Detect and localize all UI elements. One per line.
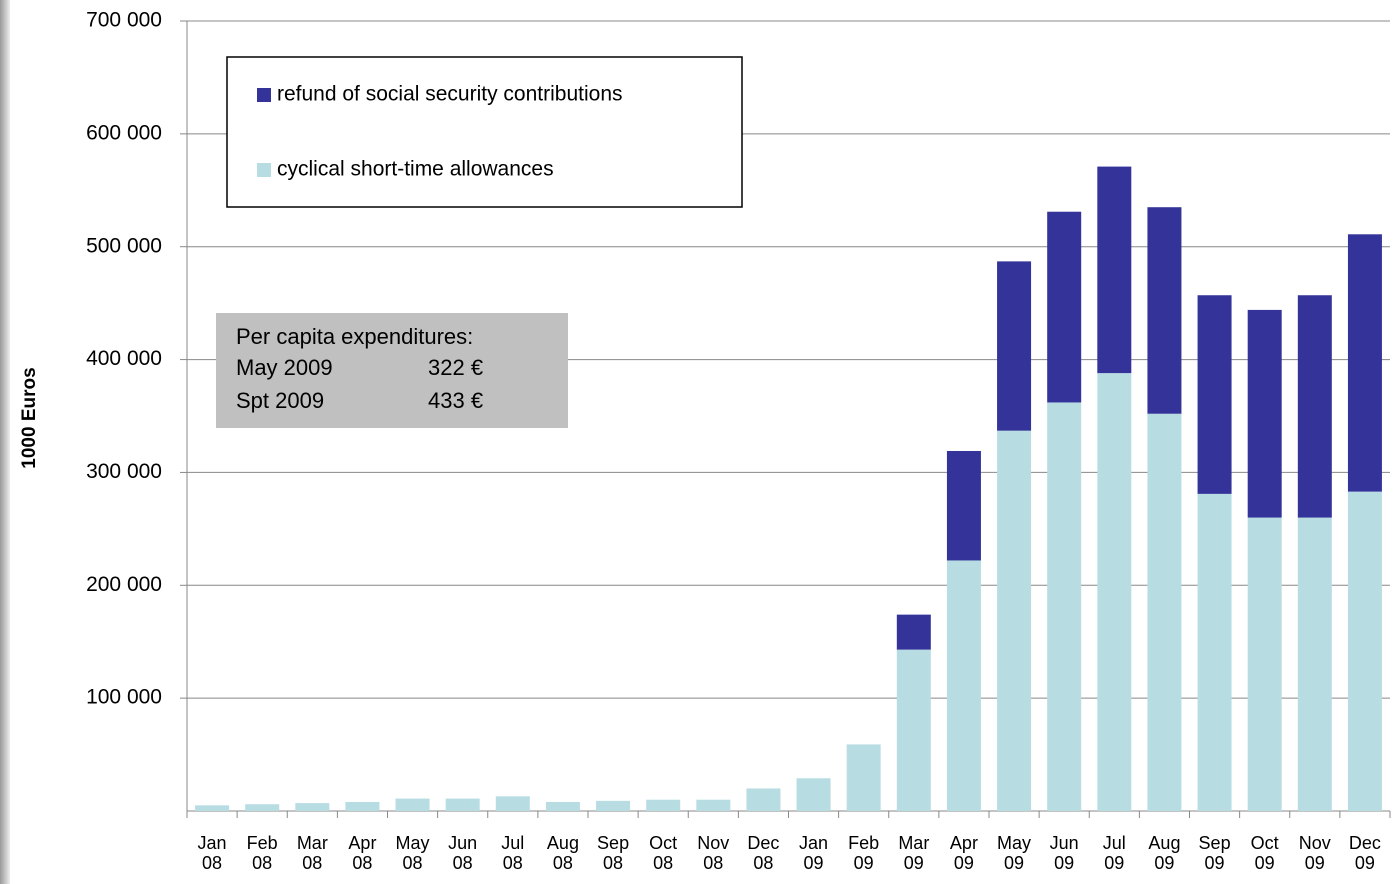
bar-segment [997,430,1032,811]
x-tick-label: Mar 08 [296,833,328,873]
legend-box [226,56,743,208]
bar-segment [1247,517,1282,811]
bar-segment [1097,166,1132,374]
x-tick-label: Dec 09 [1348,833,1381,873]
bar-segment [1347,491,1382,811]
bar-segment [1147,207,1182,414]
bar-segment [395,798,430,811]
x-tick-label: Apr 09 [949,833,978,873]
bar-segment [896,649,931,811]
x-tick-label: Aug 09 [1148,833,1181,873]
y-tick-label: 400 000 [86,347,162,370]
x-tick-label: Jan 08 [197,833,227,873]
x-tick-label: Feb 08 [246,833,278,873]
bar-segment [1297,517,1332,811]
bar-segment [545,801,580,811]
legend-label: refund of social security contributions [277,83,623,106]
x-tick-label: Apr 08 [348,833,377,873]
x-tick-label: Aug 08 [546,833,579,873]
bar-segment [195,805,230,811]
bar-segment [445,798,480,811]
legend-swatch [257,88,271,102]
x-tick-label: Jan 09 [799,833,829,873]
x-tick-label: Jun 08 [448,833,478,873]
bar-segment [495,796,530,811]
annotation-box [216,313,568,428]
bar-segment [896,614,931,650]
x-tick-label: Sep 09 [1198,833,1231,873]
y-tick-label: 100 000 [86,686,162,709]
bar-segment [1197,295,1232,494]
bar-segment [997,261,1032,431]
annotation-label: Spt 2009 [236,388,324,413]
y-axis-label: 1000 Euros [19,367,40,468]
edge-strip [0,0,10,884]
x-tick-label: Nov 08 [697,833,730,873]
annotation-label: May 2009 [236,355,333,380]
bar-segment [1297,295,1332,518]
legend-label: cyclical short-time allowances [277,158,554,181]
bar-segment [596,800,631,811]
annotation-value: 433 € [428,388,483,413]
bar-segment [646,799,681,811]
bar-segment [846,744,881,811]
x-tick-label: Nov 09 [1298,833,1331,873]
y-tick-label: 200 000 [86,573,162,596]
x-tick-label: Jul 09 [1102,833,1126,873]
bar-segment [345,801,380,811]
x-tick-label: Jul 08 [501,833,525,873]
bar-segment [796,778,831,811]
bar-segment [1147,413,1182,811]
y-tick-label: 500 000 [86,234,162,257]
x-tick-label: Mar 09 [898,833,930,873]
bar-segment [245,804,280,811]
bar-segment [1197,493,1232,811]
annotation-title: Per capita expenditures: [236,324,473,349]
bar-segment [696,799,731,811]
bar-segment [1047,402,1082,811]
y-tick-label: 700 000 [86,9,162,32]
x-tick-label: Jun 09 [1049,833,1079,873]
bar-segment [946,450,981,561]
bar-segment [295,803,330,811]
bar-segment [746,788,781,811]
x-tick-label: Oct 08 [649,833,678,873]
y-tick-label: 300 000 [86,460,162,483]
x-tick-label: Sep 08 [597,833,630,873]
x-tick-label: Dec 08 [747,833,780,873]
bar-segment [1097,373,1132,811]
y-tick-label: 600 000 [86,121,162,144]
bar-segment [1047,211,1082,403]
bar-segment [1247,309,1282,518]
x-tick-label: May 09 [997,833,1032,873]
x-tick-label: Feb 09 [848,833,880,873]
annotation-value: 322 € [428,355,483,380]
legend-swatch [257,163,271,177]
x-tick-label: May 08 [395,833,430,873]
x-tick-label: Oct 09 [1250,833,1279,873]
bar-segment [1347,234,1382,492]
bar-segment [946,560,981,811]
